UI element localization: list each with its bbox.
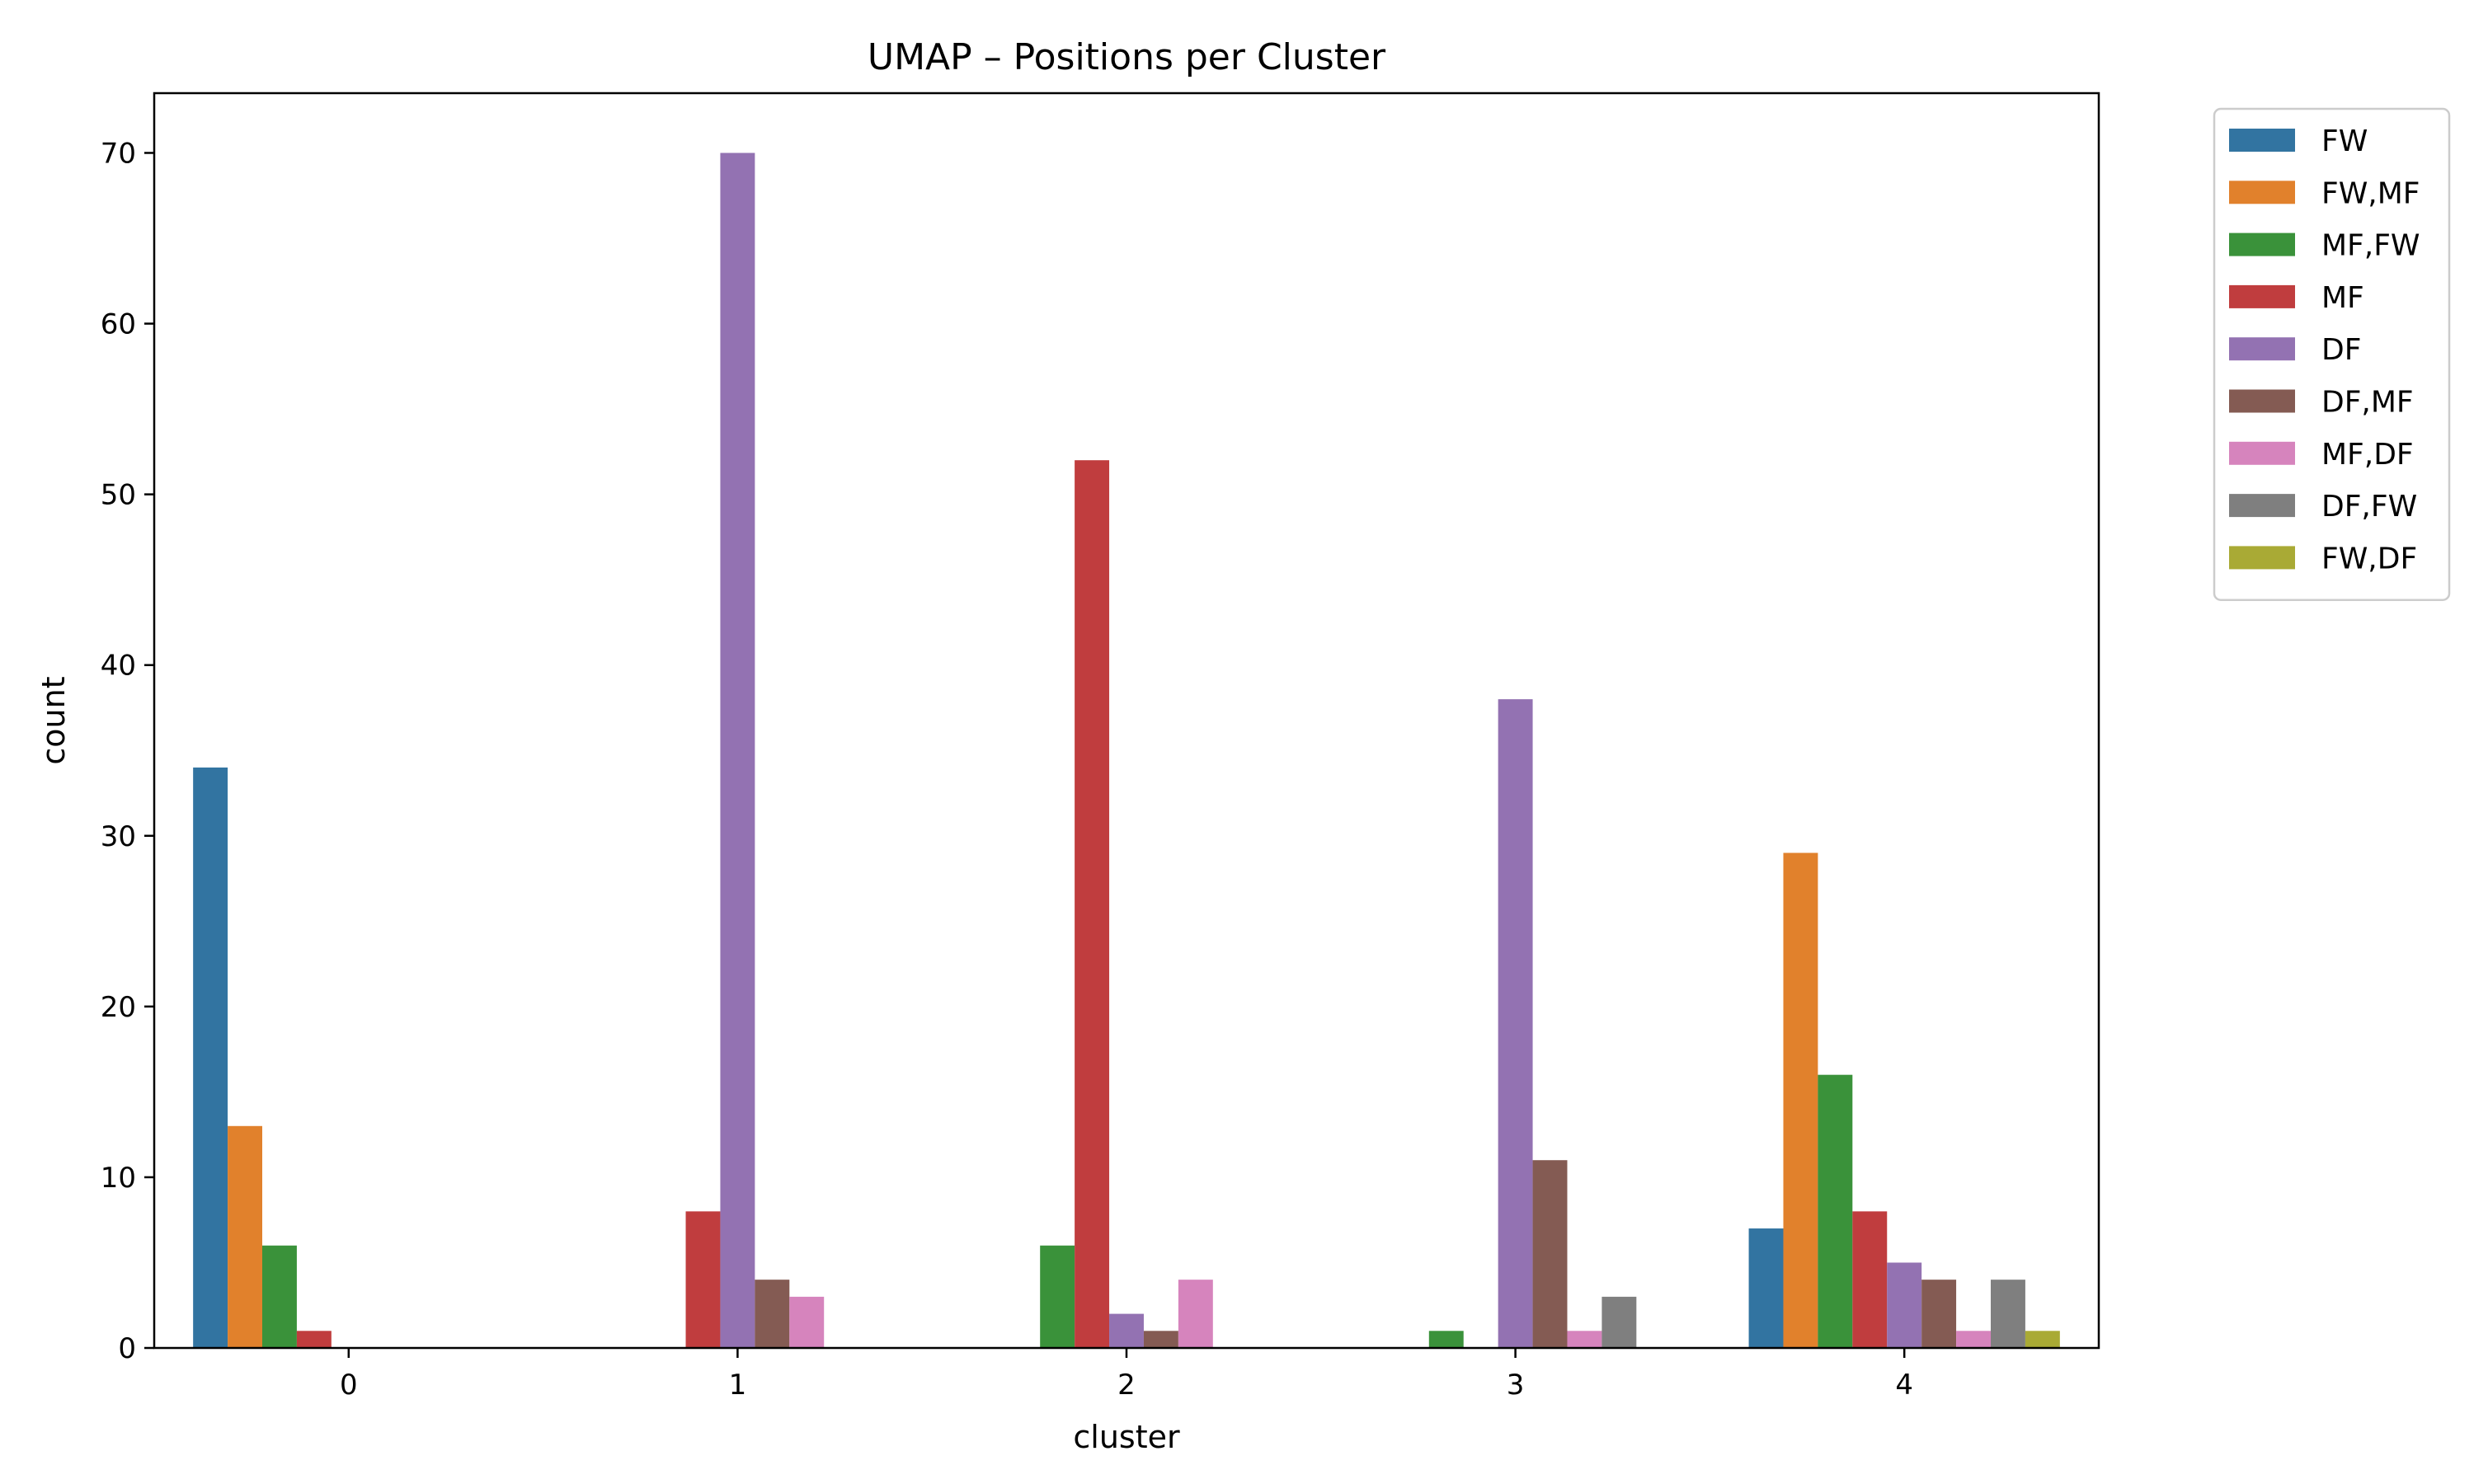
y-tick-label: 0 bbox=[118, 1332, 136, 1365]
legend-label-mf: MF bbox=[2321, 281, 2364, 315]
legend-swatch-mf-fw bbox=[2229, 232, 2295, 256]
bar-mf-fw-cluster-2 bbox=[1040, 1245, 1075, 1348]
legend-swatch-df-mf bbox=[2229, 389, 2295, 413]
bar-mf-fw-cluster-0 bbox=[262, 1245, 297, 1348]
x-tick-label: 1 bbox=[729, 1369, 747, 1402]
y-axis-label: count bbox=[35, 676, 72, 764]
bar-mf-fw-cluster-4 bbox=[1818, 1074, 1853, 1348]
legend-label-mf-fw: MF,FW bbox=[2321, 229, 2420, 263]
legend-swatch-fw-mf bbox=[2229, 181, 2295, 204]
y-tick-label: 10 bbox=[101, 1162, 136, 1195]
bar-df-mf-cluster-1 bbox=[755, 1280, 790, 1348]
legend: FW FW,MF MF,FW MF DF DF,MF MF,DF DF,FW FW,DF bbox=[2213, 107, 2451, 601]
legend-swatch-df-fw bbox=[2229, 494, 2295, 518]
bar-mf-df-cluster-3 bbox=[1567, 1331, 1602, 1348]
bar-mf-cluster-0 bbox=[296, 1331, 332, 1348]
bar-mf-df-cluster-1 bbox=[789, 1296, 825, 1348]
bar-df-mf-cluster-2 bbox=[1143, 1331, 1178, 1348]
legend-label-df-mf: DF,MF bbox=[2321, 386, 2414, 420]
legend-box bbox=[2213, 107, 2451, 601]
bar-mf-fw-cluster-3 bbox=[1428, 1331, 1464, 1348]
chart-title: UMAP – Positions per Cluster bbox=[868, 36, 1386, 78]
x-axis-ticks: 0 1 2 3 4 bbox=[340, 1348, 1913, 1402]
bar-fw-cluster-0 bbox=[193, 767, 228, 1348]
bar-df-fw-cluster-4 bbox=[1991, 1280, 2025, 1348]
plot-frame bbox=[153, 92, 2100, 1350]
x-tick-label: 4 bbox=[1895, 1369, 1913, 1402]
legend-swatch-fw-df bbox=[2229, 546, 2295, 570]
y-axis-ticks: 0 10 20 30 40 50 60 70 bbox=[101, 137, 154, 1365]
x-axis-label: cluster bbox=[1073, 1419, 1180, 1455]
bar-df-fw-cluster-3 bbox=[1602, 1296, 1637, 1348]
bar-mf-cluster-2 bbox=[1075, 460, 1110, 1348]
x-tick-label: 2 bbox=[1117, 1369, 1136, 1402]
x-tick-label: 3 bbox=[1507, 1369, 1525, 1402]
legend-swatch-mf bbox=[2229, 284, 2295, 308]
bar-fw-mf-cluster-4 bbox=[1783, 852, 1818, 1348]
legend-swatch-mf-df bbox=[2229, 441, 2295, 465]
bar-mf-cluster-1 bbox=[685, 1211, 721, 1348]
bar-df-mf-cluster-3 bbox=[1532, 1160, 1568, 1348]
legend-label-df-fw: DF,FW bbox=[2321, 490, 2417, 524]
legend-label-fw: FW bbox=[2321, 124, 2368, 158]
y-tick-label: 70 bbox=[101, 137, 136, 170]
bar-mf-df-cluster-4 bbox=[1956, 1331, 1991, 1348]
bar-df-mf-cluster-4 bbox=[1921, 1280, 1957, 1348]
y-tick-label: 50 bbox=[101, 479, 136, 512]
bar-mf-df-cluster-2 bbox=[1178, 1280, 1213, 1348]
y-tick-label: 40 bbox=[101, 650, 136, 683]
legend-label-mf-df: MF,DF bbox=[2321, 438, 2414, 472]
legend-label-df: DF bbox=[2321, 333, 2361, 367]
bar-df-cluster-1 bbox=[720, 153, 755, 1348]
bar-fw-cluster-4 bbox=[1748, 1228, 1784, 1348]
bar-df-cluster-2 bbox=[1109, 1313, 1144, 1348]
legend-label-fw-mf: FW,MF bbox=[2321, 176, 2420, 210]
legend-swatch-fw bbox=[2229, 129, 2295, 152]
x-tick-label: 0 bbox=[340, 1369, 358, 1402]
bars-group bbox=[193, 153, 2060, 1348]
y-tick-label: 20 bbox=[101, 991, 136, 1024]
bar-fw-mf-cluster-0 bbox=[228, 1125, 262, 1348]
legend-label-fw-df: FW,DF bbox=[2321, 542, 2417, 575]
bar-fw-df-cluster-4 bbox=[2025, 1331, 2060, 1348]
legend-swatch-df bbox=[2229, 337, 2295, 361]
y-tick-label: 30 bbox=[101, 820, 136, 853]
bar-mf-cluster-4 bbox=[1852, 1211, 1888, 1348]
y-tick-label: 60 bbox=[101, 308, 136, 341]
bar-df-cluster-4 bbox=[1887, 1262, 1922, 1348]
bar-df-cluster-3 bbox=[1498, 699, 1533, 1348]
